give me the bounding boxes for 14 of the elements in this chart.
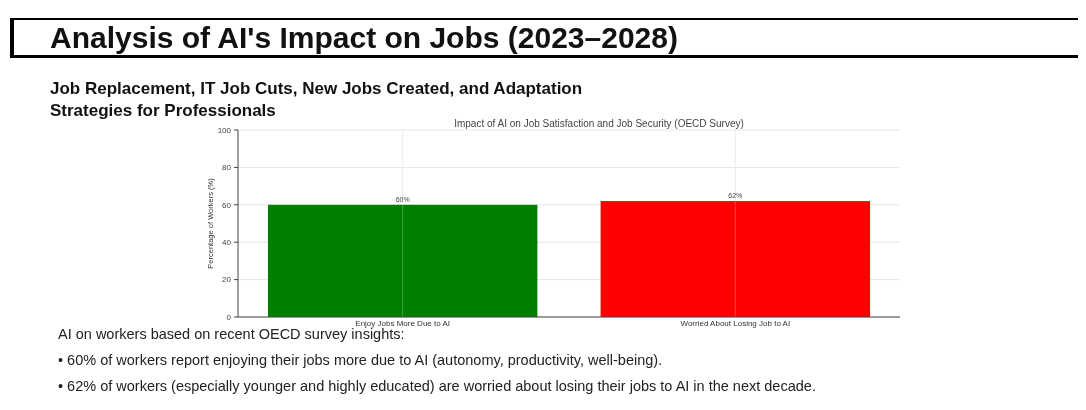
y-tick-label: 100 — [217, 125, 232, 135]
x-tick-label: Worried About Losing Job to AI — [680, 319, 791, 328]
y-tick-label: 80 — [222, 163, 232, 173]
text: AI on workers based on recent OECD survey insights: — [58, 326, 405, 342]
y-tick-label: 60 — [222, 200, 232, 210]
y-tick-label: 40 — [222, 238, 232, 247]
chart-title: Analysis of AI's Impact on Jobs (2023–2028) — [50, 20, 678, 56]
text: • 60% of workers report enjoying their jobs more due to AI (autonomy, productivity, well-being). — [58, 352, 664, 369]
x-tick-label: Enjoy Jobs More Due to AI — [355, 319, 451, 328]
text: • 62% of workers (especially younger and highly educated) are worried about losing their jobs to AI in the next decade. — [58, 378, 817, 395]
y-tick-label: 20 — [222, 275, 232, 285]
chart-subtitle: Job Replacement, IT Job Cuts, New Jobs Created, and Adaptation Strategies for Professionals — [50, 79, 583, 120]
y-tick-label: 0 — [226, 312, 232, 322]
text: Impact of AI on Job Satisfaction and Job Security (OECD Survey) — [454, 118, 744, 129]
